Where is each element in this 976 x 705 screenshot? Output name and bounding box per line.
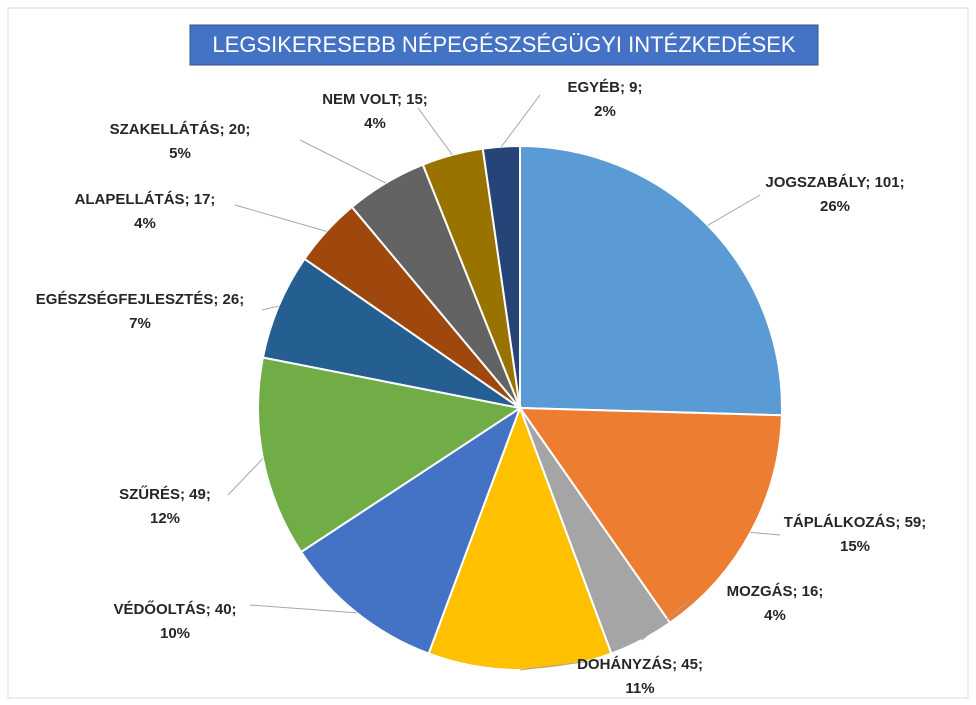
data-label: JOGSZABÁLY; 101; — [765, 174, 904, 191]
leader-line — [234, 204, 327, 232]
data-label: SZŰRÉS; 49; — [119, 485, 211, 503]
leader-line — [707, 194, 761, 226]
label-part: ; — [698, 656, 703, 673]
label-part: ; — [423, 91, 428, 108]
label-part: ; — [818, 583, 823, 600]
leader-line — [500, 94, 541, 147]
leader-line — [227, 458, 264, 496]
label-part: 20 — [229, 121, 246, 138]
label-part: ; — [865, 174, 874, 191]
label-part: EGÉSZSÉGFEJLESZTÉS — [36, 291, 214, 308]
leader-line — [417, 107, 453, 156]
label-part: ; — [232, 601, 237, 618]
label-part: ; — [900, 174, 905, 191]
label-part: ; — [638, 79, 643, 96]
label-part: ; — [672, 656, 681, 673]
data-label: NEM VOLT; 15; — [322, 91, 428, 108]
leader-line — [641, 599, 691, 641]
percent-label: 12% — [150, 510, 180, 527]
data-label: VÉDŐOLTÁS; 40; — [113, 600, 236, 618]
label-part: ; — [397, 91, 406, 108]
leader-line — [249, 604, 357, 614]
label-part: SZAKELLÁTÁS — [110, 121, 220, 138]
label-part: ; — [921, 514, 926, 531]
label-part: ; — [245, 121, 250, 138]
percent-label: 11% — [625, 680, 654, 697]
label-part: 9 — [629, 79, 637, 96]
label-part: 45 — [681, 656, 698, 673]
label-part: ; — [213, 291, 222, 308]
percent-label: 4% — [134, 215, 156, 232]
leader-line — [261, 305, 279, 311]
label-part: SZŰRÉS — [119, 485, 180, 503]
label-part: ; — [239, 291, 244, 308]
pie-slice — [257, 356, 523, 554]
leader-line — [299, 139, 386, 184]
data-label: DOHÁNYZÁS; 45; — [577, 656, 703, 673]
percent-label: 10% — [160, 625, 190, 642]
percent-label: 26% — [820, 198, 850, 215]
label-part: 17 — [194, 191, 211, 208]
label-part: ; — [792, 583, 801, 600]
percent-label: 7% — [129, 315, 151, 332]
label-part: 40 — [215, 601, 232, 618]
percent-label: 5% — [169, 145, 191, 162]
label-part: ; — [206, 486, 211, 503]
label-part: ALAPELLÁTÁS — [75, 191, 185, 208]
pie-slice — [299, 405, 523, 655]
label-part: ; — [620, 79, 629, 96]
title-box — [189, 24, 819, 66]
label-part: 49 — [189, 486, 206, 503]
label-part: 26 — [223, 291, 240, 308]
label-part: DOHÁNYZÁS — [577, 656, 672, 673]
leader-line — [519, 659, 601, 671]
pie-slice — [518, 406, 783, 625]
leader-line — [750, 531, 781, 536]
percent-label: 2% — [594, 103, 616, 120]
data-label: MOZGÁS; 16; — [727, 583, 824, 600]
label-part: 59 — [905, 514, 922, 531]
data-label: EGYÉB; 9; — [567, 79, 642, 96]
label-part: JOGSZABÁLY — [765, 174, 866, 191]
data-label: ALAPELLÁTÁS; 17; — [75, 191, 216, 208]
label-part: 101 — [875, 174, 900, 191]
label-part: 15 — [406, 91, 423, 108]
label-part: ; — [180, 486, 189, 503]
label-part: EGYÉB — [567, 79, 620, 96]
percent-label: 4% — [364, 115, 386, 132]
label-part: NEM VOLT — [322, 91, 398, 108]
data-label: SZAKELLÁTÁS; 20; — [110, 121, 251, 138]
label-part: TÁPLÁLKOZÁS — [784, 514, 896, 531]
percent-label: 15% — [840, 538, 870, 555]
label-part: VÉDŐOLTÁS — [113, 600, 205, 618]
chart-title: LEGSIKERESEBB NÉPEGÉSZSÉGÜGYI INTÉZKEDÉS… — [212, 32, 795, 57]
label-part: ; — [210, 191, 215, 208]
data-label: TÁPLÁLKOZÁS; 59; — [784, 514, 927, 531]
percent-label: 4% — [764, 607, 786, 624]
data-label: EGÉSZSÉGFEJLESZTÉS; 26; — [36, 291, 244, 308]
label-part: ; — [895, 514, 904, 531]
label-part: ; — [220, 121, 229, 138]
label-part: ; — [206, 601, 215, 618]
label-part: MOZGÁS — [727, 583, 793, 600]
label-part: ; — [185, 191, 194, 208]
label-part: 16 — [802, 583, 819, 600]
